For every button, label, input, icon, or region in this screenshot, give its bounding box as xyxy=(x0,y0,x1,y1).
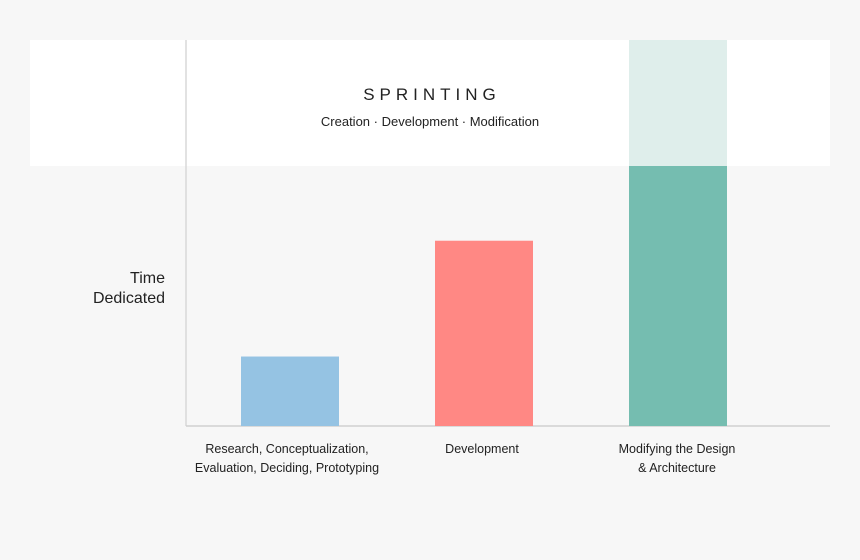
category-labels: Research, Conceptualization, Evaluation, … xyxy=(195,442,735,475)
y-axis-label-line-2: Dedicated xyxy=(93,290,165,307)
category-label-1-line-1: Research, Conceptualization, xyxy=(205,442,368,456)
category-label-1-line-2: Evaluation, Deciding, Prototyping xyxy=(195,461,379,475)
bar-1 xyxy=(241,356,339,426)
chart-subtitle: Creation · Development · Modification xyxy=(321,114,539,129)
y-axis-label-line-1: Time xyxy=(130,270,165,287)
category-label-3-line-2: & Architecture xyxy=(638,461,716,475)
bar-2 xyxy=(435,240,533,426)
bar-3 xyxy=(629,166,727,426)
category-label-3-line-1: Modifying the Design xyxy=(619,442,736,456)
chart-title: SPRINTING xyxy=(363,85,501,104)
category-label-2-line-1: Development xyxy=(445,442,519,456)
bar-3-banner-section xyxy=(629,40,727,166)
bars-group xyxy=(241,40,727,426)
